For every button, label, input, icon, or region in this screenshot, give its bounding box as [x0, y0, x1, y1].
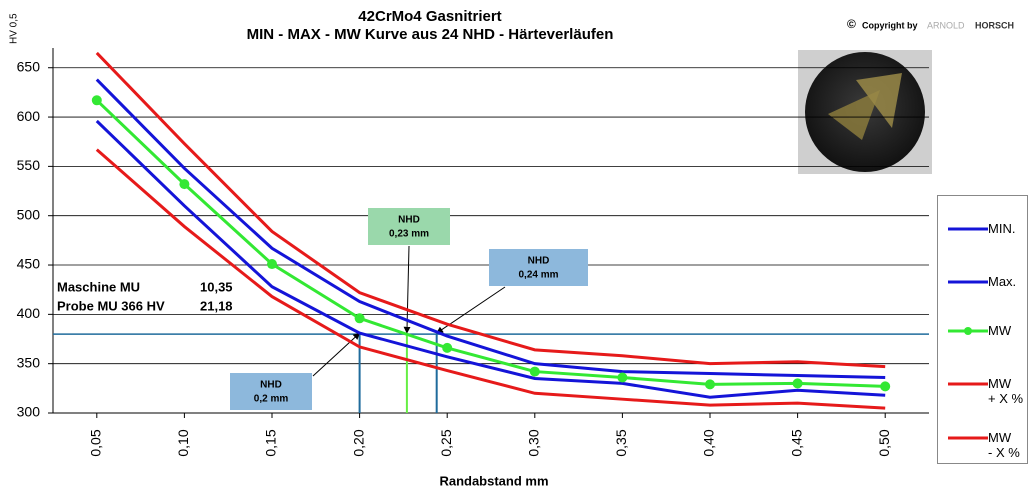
series-marker — [617, 372, 628, 383]
x-tick-label: 0,25 — [438, 429, 454, 456]
legend: MIN. Max. MW MW + X % MW - X % — [937, 195, 1028, 464]
sample-photo — [798, 50, 932, 174]
series-marker — [792, 378, 803, 389]
y-tick-label: 500 — [17, 206, 41, 222]
x-tick-label: 0,35 — [613, 429, 629, 456]
nhd-label: 0,24 mm — [518, 270, 558, 281]
series-line — [95, 119, 886, 399]
series-line — [95, 78, 886, 379]
legend-swatch — [948, 327, 988, 335]
legend-label: MW — [988, 323, 1012, 338]
legend-label: MW + X % — [988, 376, 1024, 406]
nhd-title: NHD — [398, 215, 420, 226]
brand-dark: HORSCH — [975, 20, 1014, 30]
series-marker — [267, 259, 277, 270]
legend-label: MIN. — [988, 221, 1016, 236]
nhd-arrow — [312, 332, 361, 377]
y-tick-label: 650 — [17, 58, 41, 74]
legend-swatch — [948, 382, 988, 386]
note-label: Maschine MU — [57, 279, 140, 294]
series-marker — [179, 179, 190, 190]
x-tick-label: 0,10 — [175, 429, 191, 456]
note-value: 10,35 — [200, 279, 233, 294]
y-tick-label: 400 — [17, 305, 41, 321]
nhd-arrow — [436, 286, 506, 334]
nhd-box — [489, 249, 588, 286]
series-marker — [442, 342, 453, 353]
series-marker — [880, 381, 891, 392]
y-tick-label: 450 — [17, 256, 41, 272]
legend-swatch — [948, 280, 988, 284]
copyright-text: Copyright by — [862, 20, 918, 30]
nhd-box — [230, 373, 312, 410]
y-tick-label: 350 — [17, 354, 41, 370]
legend-swatch — [948, 227, 988, 231]
x-tick-label: 0,20 — [350, 429, 366, 456]
nhd-title: NHD — [260, 380, 282, 391]
x-tick-label: 0,45 — [788, 429, 804, 456]
legend-marker — [964, 327, 972, 335]
y-tick-label: 300 — [17, 404, 41, 420]
copyright-symbol: © — [847, 17, 856, 31]
x-axis-label: Randabstand mm — [439, 473, 548, 488]
y-axis-label: HV 0,5 — [9, 13, 20, 44]
nhd-box — [368, 208, 450, 245]
note-label: Probe MU 366 HV — [57, 298, 165, 313]
legend-label: MW - X % — [988, 430, 1020, 460]
nhd-label: 0,23 mm — [389, 229, 429, 240]
series-marker — [91, 95, 102, 106]
note-value: 21,18 — [200, 298, 233, 313]
x-tick-label: 0,40 — [701, 429, 717, 456]
nhd-arrow — [403, 245, 411, 334]
x-tick-label: 0,30 — [526, 429, 542, 456]
y-tick-label: 550 — [17, 157, 41, 173]
series-line — [95, 51, 886, 369]
nhd-title: NHD — [528, 256, 550, 267]
chart-title: 42CrMo4 Gasnitriert — [358, 8, 501, 25]
series-line — [95, 148, 886, 410]
series-marker — [354, 313, 365, 324]
series-marker — [705, 379, 715, 390]
x-tick-label: 0,15 — [263, 429, 279, 456]
nhd-label: 0,2 mm — [254, 394, 289, 405]
series-line — [95, 99, 886, 388]
y-tick-label: 600 — [17, 108, 41, 124]
chart-subtitle: MIN - MAX - MW Kurve aus 24 NHD - Härtev… — [247, 26, 614, 43]
legend-label: Max. — [988, 274, 1017, 289]
brand-light: ARNOLD — [927, 20, 965, 30]
x-tick-label: 0,50 — [876, 429, 892, 456]
series-marker — [529, 366, 540, 377]
legend-swatch — [948, 436, 988, 440]
x-tick-label: 0,05 — [88, 429, 104, 456]
